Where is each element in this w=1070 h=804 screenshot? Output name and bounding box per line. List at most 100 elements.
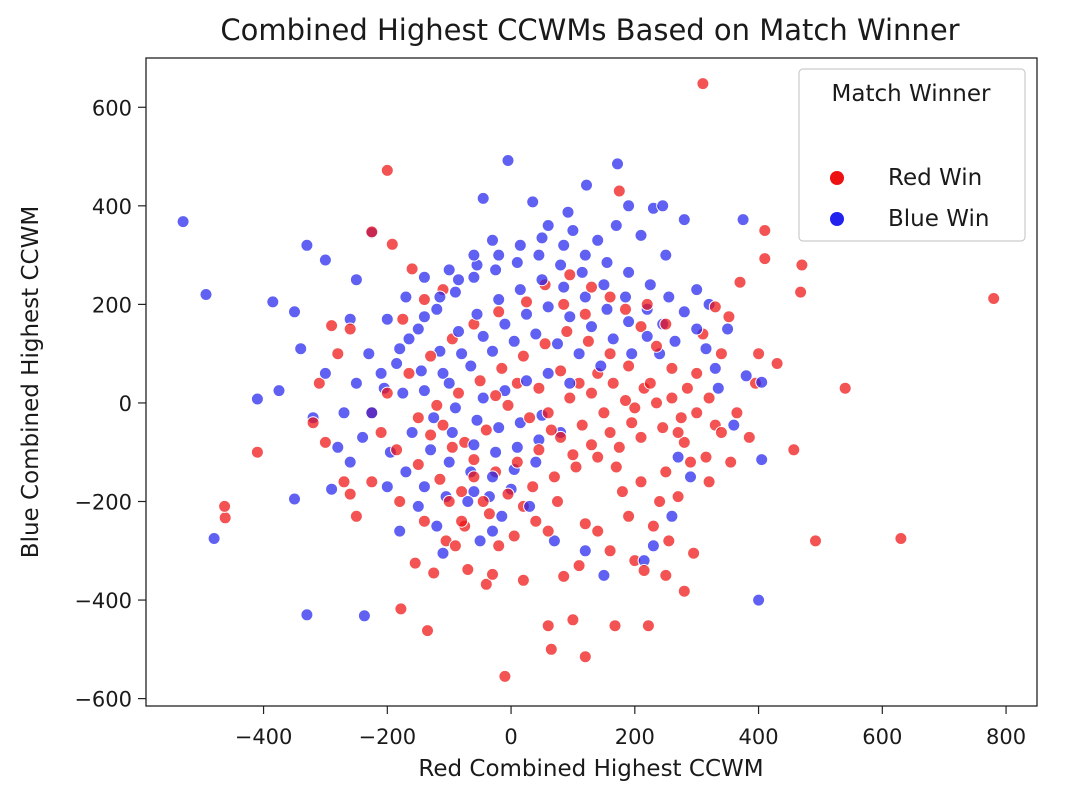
red-win-point-36: [637, 564, 651, 577]
red-win-point-35: [662, 534, 676, 548]
blue-win-point-86: [442, 455, 456, 469]
blue-win-point-78: [575, 265, 589, 279]
red-win-point-172: [615, 485, 629, 499]
blue-win-point-173: [486, 524, 499, 538]
red-win-point-144: [442, 495, 456, 508]
plot-frame: [145, 57, 1038, 707]
y-axis-label: Blue Combined Highest CCWM: [18, 206, 44, 558]
red-win-point-113: [532, 443, 546, 457]
red-win-point-91: [612, 440, 626, 454]
red-win-point-56: [622, 509, 636, 523]
blue-win-point-36: [325, 482, 339, 496]
blue-win-point-47: [492, 248, 506, 262]
blue-win-point-74: [489, 263, 503, 277]
y-tick-label-1: −400: [74, 589, 132, 613]
red-win-point-7: [787, 443, 801, 457]
red-win-point-4: [838, 381, 852, 395]
blue-win-point-5: [250, 392, 264, 406]
blue-win-point-12: [357, 609, 371, 623]
red-win-point-42: [516, 573, 530, 587]
blue-win-point-135: [594, 359, 608, 373]
red-win-point-106: [430, 398, 444, 412]
blue-win-point-0: [176, 215, 190, 229]
blue-win-point-55: [662, 290, 676, 304]
red-win-point-73: [492, 305, 506, 319]
blue-win-point-159: [690, 283, 704, 297]
red-win-point-31: [722, 310, 736, 324]
red-win-point-178: [742, 430, 756, 444]
blue-win-point-122: [625, 347, 639, 361]
blue-win-point-44: [433, 290, 447, 304]
red-win-point-121: [585, 438, 598, 452]
blue-win-point-166: [380, 480, 394, 494]
blue-win-point-156: [609, 219, 623, 232]
blue-win-point-108: [489, 445, 503, 459]
blue-win-point-106: [445, 426, 459, 439]
red-win-point-15: [498, 669, 512, 683]
blue-win-point-42: [402, 332, 416, 346]
red-win-point-95: [665, 391, 679, 405]
red-win-point-30: [708, 300, 722, 314]
blue-win-point-113: [436, 366, 450, 380]
red-win-point-98: [603, 347, 617, 361]
blue-win-point-53: [622, 265, 636, 279]
red-win-point-139: [690, 366, 704, 380]
red-win-point-54: [551, 495, 564, 508]
legend-marker-red-win: [830, 171, 844, 185]
blue-win-point-97: [513, 283, 527, 297]
red-win-point-143: [557, 297, 571, 311]
blue-win-point-57: [690, 322, 704, 336]
red-win-point-158: [349, 509, 363, 523]
red-win-point-28: [733, 275, 747, 289]
blue-win-point-145: [337, 406, 351, 420]
blue-win-point-85: [424, 443, 438, 457]
blue-win-point-51: [578, 248, 592, 262]
red-win-point-47: [343, 487, 357, 501]
red-win-point-78: [380, 386, 394, 400]
blue-win-point-136: [476, 391, 490, 405]
blue-win-point-6: [272, 384, 286, 398]
blue-win-point-148: [399, 290, 413, 304]
blue-win-point-33: [473, 534, 487, 548]
blue-win-point-118: [541, 300, 555, 314]
red-win-point-63: [680, 381, 694, 395]
blue-win-point-157: [634, 228, 648, 242]
red-win-point-14: [218, 511, 232, 525]
red-win-point-26: [405, 262, 419, 276]
red-win-point-61: [730, 406, 744, 420]
red-win-point-60: [714, 426, 728, 439]
red-win-point-147: [563, 391, 577, 405]
x-axis-label: Red Combined Highest CCWM: [418, 756, 763, 782]
red-win-point-65: [650, 339, 663, 353]
red-win-point-41: [486, 567, 499, 581]
red-win-point-116: [597, 406, 611, 420]
red-win-point-59: [699, 450, 713, 464]
blue-win-point-117: [520, 307, 533, 321]
red-win-point-108: [424, 428, 438, 442]
red-win-point-8: [758, 224, 772, 237]
blue-win-point-105: [427, 411, 441, 425]
red-win-point-97: [622, 359, 636, 373]
red-win-point-133: [489, 389, 503, 403]
red-win-point-161: [306, 416, 320, 430]
red-win-point-122: [566, 448, 580, 462]
red-win-point-101: [538, 337, 552, 351]
blue-win-point-27: [755, 453, 769, 467]
red-win-point-157: [417, 514, 431, 528]
blue-win-point-88: [486, 470, 499, 484]
blue-win-point-4: [294, 342, 308, 356]
blue-win-point-75: [510, 256, 524, 269]
red-win-point-1: [380, 163, 394, 177]
blue-win-point-32: [436, 546, 450, 560]
red-win-point-87: [526, 480, 540, 494]
blue-win-point-25: [736, 213, 750, 227]
legend-title: Match Winner: [832, 81, 991, 107]
blue-win-point-21: [622, 199, 636, 213]
red-win-point-135: [609, 460, 623, 474]
red-win-point-107: [411, 411, 425, 425]
red-win-point-131: [532, 381, 546, 395]
red-win-point-85: [476, 495, 490, 508]
red-win-point-114: [554, 430, 568, 444]
red-win-point-64: [665, 361, 679, 375]
red-win-point-20: [608, 619, 622, 633]
